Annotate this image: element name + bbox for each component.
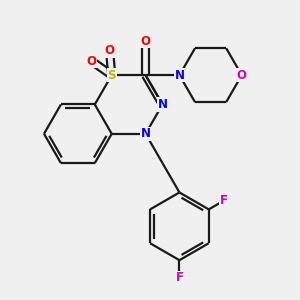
Text: O: O (105, 44, 115, 57)
Text: N: N (141, 127, 151, 140)
Text: F: F (176, 271, 183, 284)
Text: F: F (220, 194, 228, 207)
Text: N: N (174, 69, 184, 82)
Text: S: S (107, 69, 116, 82)
Text: O: O (87, 55, 97, 68)
Text: O: O (237, 69, 247, 82)
Text: N: N (158, 98, 167, 111)
Text: O: O (141, 35, 151, 48)
